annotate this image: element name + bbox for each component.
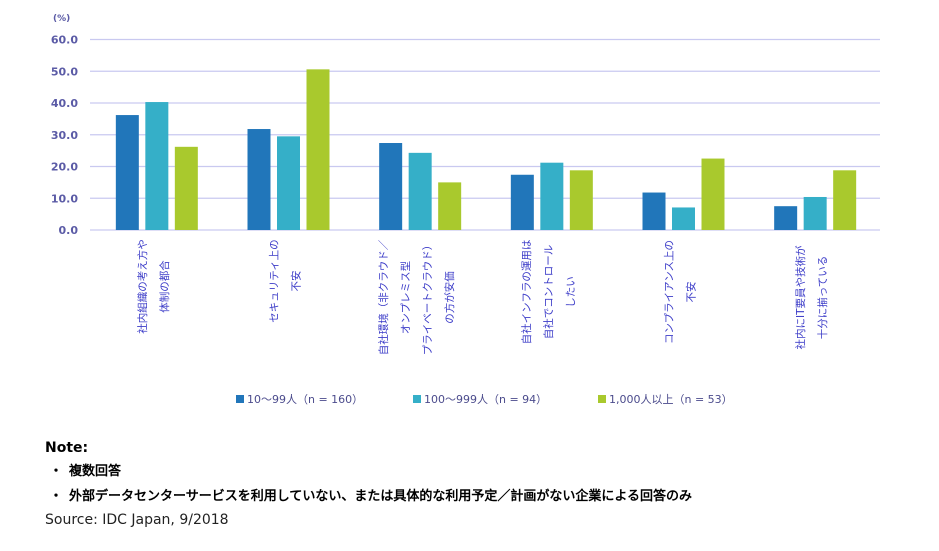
y-tick-label: 30.0 xyxy=(51,129,78,142)
category-label-line: 自社でコントロール xyxy=(542,245,555,340)
category-label-line: 十分に揃っている xyxy=(816,256,829,339)
bar xyxy=(569,170,593,230)
category-label-line: 体制の都合 xyxy=(158,260,171,313)
note-item: ・外部データセンターサービスを利用していない、または具体的な利用予定／計画がない… xyxy=(45,484,692,509)
bar xyxy=(115,115,139,230)
bar xyxy=(247,129,271,230)
bar xyxy=(803,196,827,230)
category-label: 自社環境（非クラウド／ オンプレミス型 プライベートクラウド） の方が安価 xyxy=(377,239,456,355)
bar xyxy=(145,102,169,230)
category-labels: 社内組織の考え方や 体制の都合 セキュリティ上の 不安 自社環境（非クラウド／ オンプレミ… xyxy=(136,239,829,355)
category-label-line: の方が安価 xyxy=(443,271,456,324)
category-label-line: したい xyxy=(565,276,577,308)
bar xyxy=(379,143,403,230)
legend-item-large: 1,000人以上（n = 53） xyxy=(598,390,733,408)
bullet: ・ xyxy=(49,464,63,479)
bar xyxy=(540,162,564,230)
category-label: セキュリティ上の 不安 xyxy=(269,239,303,322)
note-text: 複数回答 xyxy=(69,464,122,479)
y-tick-label: 0.0 xyxy=(59,224,79,237)
bullet: ・ xyxy=(49,489,63,504)
y-tick-label: 40.0 xyxy=(51,97,78,110)
source-text: Source: IDC Japan, 9/2018 xyxy=(45,512,229,528)
bar xyxy=(277,136,300,230)
category-label: 社内にIT要員や技術が 十分に揃っている xyxy=(794,245,829,350)
note-item: ・複数回答 xyxy=(45,459,692,484)
category-label-line: 自社インフラの運用は xyxy=(520,240,533,345)
legend-swatch xyxy=(598,395,606,403)
bar xyxy=(510,174,534,230)
bar xyxy=(174,146,198,230)
bar xyxy=(642,192,666,230)
bar xyxy=(408,152,432,230)
y-tick-label: 10.0 xyxy=(51,192,78,205)
legend-item-small: 10～99人（n = 160） xyxy=(236,390,363,408)
category-label-line: プライベートクラウド） xyxy=(422,240,434,356)
category-label-line: 不安 xyxy=(685,282,698,303)
category-label-line: セキュリティ上の xyxy=(269,239,281,322)
y-tick-label: 50.0 xyxy=(51,65,78,78)
bar xyxy=(438,182,462,230)
category-label: 社内組織の考え方や 体制の都合 xyxy=(136,239,171,334)
gridlines xyxy=(90,38,880,231)
y-tick-label: 60.0 xyxy=(51,34,78,47)
note-title: Note: xyxy=(45,440,89,456)
legend-swatch xyxy=(236,395,244,403)
legend-item-medium: 100～999人（n = 94） xyxy=(413,390,547,408)
bar xyxy=(774,206,798,230)
category-label-line: オンプレミス型 xyxy=(399,261,412,334)
legend-label: 100～999人（n = 94） xyxy=(424,393,548,406)
bar xyxy=(306,69,330,230)
y-axis-unit-label: (%) xyxy=(53,14,70,24)
legend-label: 10～99人（n = 160） xyxy=(247,393,364,406)
bar xyxy=(672,207,695,230)
note-text: 外部データセンターサービスを利用していない、または具体的な利用予定／計画がない企… xyxy=(69,489,692,504)
category-label: 自社インフラの運用は 自社でコントロール したい xyxy=(520,240,577,345)
legend-label: 1,000人以上（n = 53） xyxy=(609,393,733,406)
y-tick-label: 20.0 xyxy=(51,161,78,174)
y-axis-ticks: 0.0 10.0 20.0 30.0 40.0 50.0 60.0 xyxy=(51,34,78,238)
legend-swatch xyxy=(413,395,421,403)
bar xyxy=(833,170,857,230)
category-label-line: コンプライアンス上の xyxy=(664,240,676,344)
bars xyxy=(115,69,857,230)
category-label-line: 不安 xyxy=(290,271,303,292)
bar xyxy=(701,158,725,230)
legend: 10～99人（n = 160） 100～999人（n = 94） 1,000人以… xyxy=(0,390,939,408)
category-label-line: 社内組織の考え方や xyxy=(136,239,149,334)
notes-section: Note: ・複数回答 ・外部データセンターサービスを利用していない、または具体… xyxy=(45,437,692,531)
category-label-line: 社内にIT要員や技術が xyxy=(794,245,807,350)
category-label: コンプライアンス上の 不安 xyxy=(664,240,698,344)
category-label-line: 自社環境（非クラウド／ xyxy=(377,239,390,355)
bar-chart: 0.0 10.0 20.0 30.0 40.0 50.0 60.0 (%) 社内組織の考え方… xyxy=(51,14,880,355)
